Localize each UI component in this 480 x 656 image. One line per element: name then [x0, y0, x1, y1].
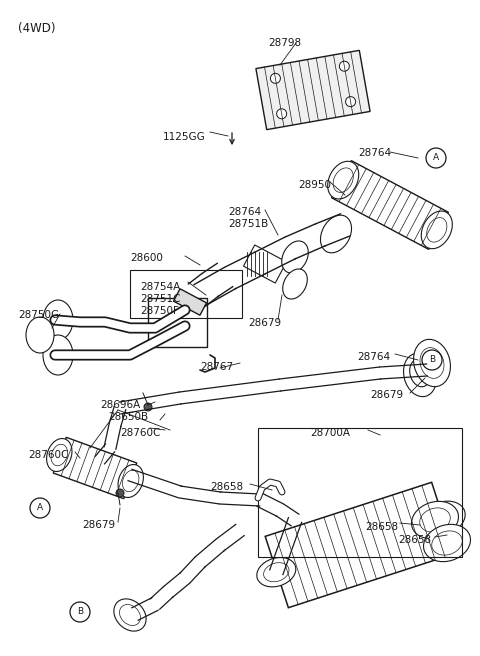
Ellipse shape: [26, 317, 54, 353]
Text: B: B: [77, 607, 83, 617]
Text: 28679: 28679: [82, 520, 115, 530]
Ellipse shape: [422, 501, 465, 535]
Text: 1125GG: 1125GG: [163, 132, 206, 142]
Text: 28750G: 28750G: [18, 310, 59, 320]
Ellipse shape: [321, 215, 351, 253]
Ellipse shape: [333, 168, 353, 192]
Text: 28658: 28658: [398, 535, 431, 545]
Ellipse shape: [265, 564, 287, 581]
Text: 28764: 28764: [358, 148, 391, 158]
Text: 28679: 28679: [370, 390, 403, 400]
Text: (4WD): (4WD): [18, 22, 56, 35]
Text: 28767: 28767: [200, 362, 233, 372]
Bar: [265, 482, 455, 607]
Circle shape: [70, 602, 90, 622]
Ellipse shape: [43, 335, 73, 375]
Text: 28658: 28658: [210, 482, 243, 492]
Ellipse shape: [120, 605, 141, 625]
Ellipse shape: [118, 464, 144, 497]
Bar: [332, 161, 448, 249]
Text: 28760C: 28760C: [120, 428, 160, 438]
Circle shape: [339, 61, 349, 72]
Circle shape: [426, 148, 446, 168]
Text: 28600: 28600: [130, 253, 163, 263]
Text: 28751C: 28751C: [140, 294, 180, 304]
Ellipse shape: [282, 241, 308, 273]
Circle shape: [30, 498, 50, 518]
Text: A: A: [433, 154, 439, 163]
Bar: [256, 51, 370, 130]
Ellipse shape: [432, 531, 462, 555]
Text: B: B: [429, 356, 435, 365]
Bar: [243, 245, 287, 283]
Text: 28751B: 28751B: [228, 219, 268, 229]
Circle shape: [270, 73, 280, 83]
Text: 28798: 28798: [268, 38, 301, 48]
Ellipse shape: [421, 211, 452, 249]
Text: 28760C: 28760C: [28, 450, 68, 460]
Bar: [173, 289, 206, 316]
Circle shape: [422, 350, 442, 370]
Ellipse shape: [404, 354, 436, 397]
Ellipse shape: [420, 508, 450, 532]
Ellipse shape: [410, 359, 430, 387]
Ellipse shape: [427, 218, 447, 242]
Circle shape: [144, 403, 152, 411]
Ellipse shape: [122, 470, 139, 492]
Ellipse shape: [264, 563, 289, 582]
Text: 28764: 28764: [357, 352, 390, 362]
Text: 28750F: 28750F: [140, 306, 179, 316]
Ellipse shape: [411, 501, 458, 539]
Text: 28764: 28764: [228, 207, 261, 217]
Ellipse shape: [51, 444, 68, 466]
Text: A: A: [37, 504, 43, 512]
Ellipse shape: [261, 561, 291, 584]
Circle shape: [276, 109, 287, 119]
Text: 28650B: 28650B: [108, 412, 148, 422]
Ellipse shape: [283, 269, 307, 299]
Ellipse shape: [47, 438, 72, 472]
Ellipse shape: [420, 348, 444, 379]
Text: 28658: 28658: [365, 522, 398, 532]
Ellipse shape: [114, 599, 146, 631]
Circle shape: [116, 489, 124, 497]
Ellipse shape: [257, 558, 296, 587]
Text: 28696A: 28696A: [100, 400, 140, 410]
Text: 28950: 28950: [298, 180, 331, 190]
FancyBboxPatch shape: [148, 298, 207, 347]
Ellipse shape: [423, 524, 470, 562]
Text: 28754A: 28754A: [140, 282, 180, 292]
Ellipse shape: [414, 339, 450, 386]
Bar: [53, 438, 137, 499]
Text: 28679: 28679: [248, 318, 281, 328]
Circle shape: [346, 96, 356, 107]
Ellipse shape: [430, 507, 457, 529]
Text: 28700A: 28700A: [310, 428, 350, 438]
Ellipse shape: [328, 161, 359, 199]
Ellipse shape: [43, 300, 73, 340]
